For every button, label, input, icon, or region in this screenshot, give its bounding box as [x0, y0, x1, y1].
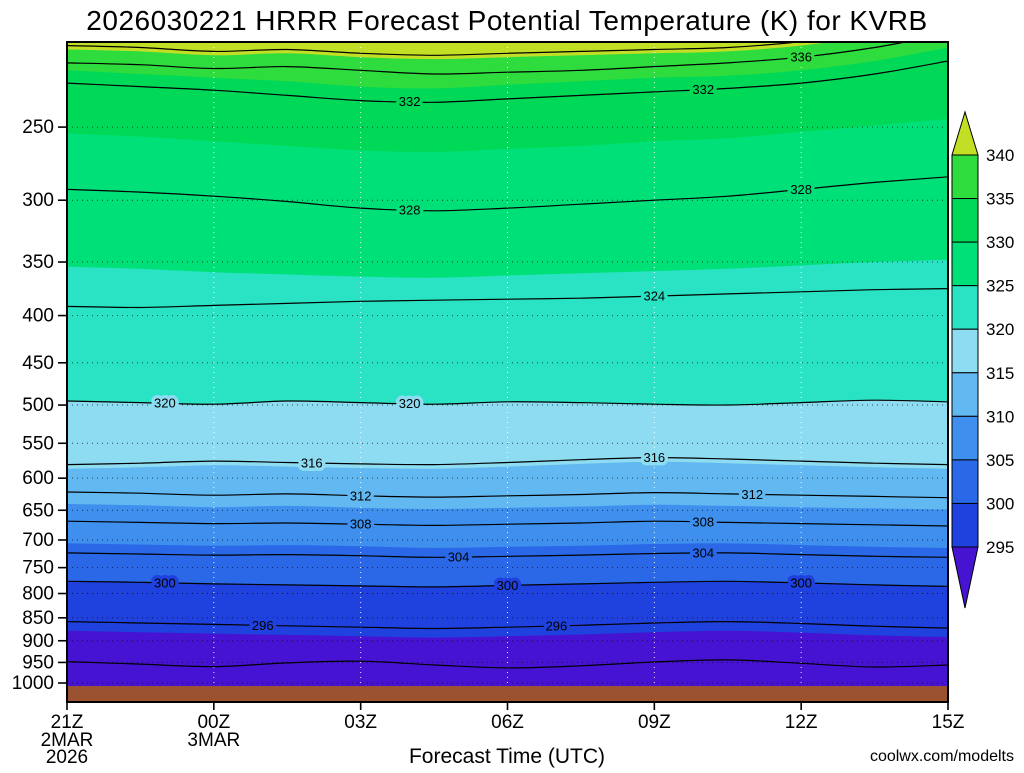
contour-label-304: 304	[448, 549, 470, 564]
contour-label-308: 308	[350, 517, 372, 532]
watermark: coolwx.com/modelts	[870, 748, 1014, 765]
colorbar-segment	[951, 328, 979, 374]
x-tick-label: 12Z	[785, 712, 818, 733]
y-tick-label: 300	[22, 190, 54, 211]
contour-label-304: 304	[692, 546, 714, 561]
y-tick-label: 950	[22, 652, 54, 673]
x-tick-label: 00Z	[197, 712, 230, 733]
y-tick-label: 550	[22, 433, 54, 454]
y-tick-label: 850	[22, 608, 54, 629]
colorbar-segment	[951, 285, 979, 330]
colorbar-segment	[951, 241, 979, 287]
contour-label-312: 312	[741, 487, 763, 502]
date-label: 2026	[46, 747, 88, 768]
contour-line-300	[67, 580, 948, 588]
x-tick-label: 09Z	[638, 712, 671, 733]
fill-bands	[67, 42, 948, 702]
colorbar-tick-label: 325	[986, 277, 1014, 296]
y-tick-label: 1000	[12, 673, 54, 694]
colorbar-segment	[951, 459, 979, 504]
fill-band-335	[67, 42, 948, 89]
contour-label-328: 328	[399, 202, 421, 217]
contour-label-332: 332	[692, 82, 714, 97]
y-tick-label: 650	[22, 500, 54, 521]
contour-line-308	[67, 520, 948, 527]
contour-label-320: 320	[399, 396, 421, 411]
y-tick-label: 600	[22, 468, 54, 489]
y-tick-label: 400	[22, 306, 54, 327]
colorbar-segment	[951, 198, 979, 243]
y-tick-label: 900	[22, 631, 54, 652]
colorbar-arrow-bottom	[951, 546, 979, 609]
colorbar-segment	[951, 415, 979, 461]
ground-strip	[67, 686, 948, 702]
contour-label-296: 296	[252, 618, 274, 633]
contour-line-336	[67, 42, 909, 75]
contour-line-296	[67, 620, 948, 630]
y-tick-label: 250	[22, 117, 54, 138]
contour-line-292	[67, 659, 948, 669]
contour-label-312: 312	[350, 488, 372, 503]
colorbar-tick-label: 310	[986, 407, 1014, 426]
date-label: 3MAR	[187, 730, 240, 751]
contour-label-300: 300	[497, 578, 519, 593]
contour-label-332: 332	[399, 94, 421, 109]
colorbar-tick-label: 330	[986, 233, 1014, 252]
x-tick-label: 03Z	[344, 712, 377, 733]
y-tick-label: 700	[22, 530, 54, 551]
y-tick-label: 450	[22, 353, 54, 374]
contour-line-328	[67, 176, 948, 212]
contour-line-332	[67, 60, 948, 103]
contour-label-320: 320	[154, 396, 176, 411]
contour-line-304	[67, 552, 948, 558]
contour-line-312	[67, 491, 948, 499]
contour-label-308: 308	[692, 515, 714, 530]
contour-label-336: 336	[790, 50, 812, 65]
colorbar-tick-label: 300	[986, 494, 1014, 513]
contour-label-328: 328	[790, 182, 812, 197]
x-tick-label: 06Z	[491, 712, 524, 733]
x-tick-label: 15Z	[932, 712, 965, 733]
contour-label-300: 300	[790, 575, 812, 590]
contour-label-316: 316	[643, 450, 665, 465]
colorbar-tick-label: 315	[986, 364, 1014, 383]
contour-label-296: 296	[546, 618, 568, 633]
contour-line-340	[67, 42, 803, 56]
y-tick-label: 350	[22, 252, 54, 273]
contour-line-316	[67, 456, 948, 466]
contour-labels: 336 332 332 328 328 324 320 320 316 316 312 312 308 3…	[151, 46, 816, 637]
chart-title: 2026030221 HRRR Forecast Potential Tempe…	[86, 5, 927, 36]
y-axis: 2503003504004505005506006507007508008509…	[12, 117, 67, 694]
colorbar: 340 335 330 325 320 315 310 305 300 295	[951, 110, 1014, 609]
contour-label-324: 324	[643, 289, 665, 304]
colorbar-tick-label: 320	[986, 320, 1014, 339]
colorbar-segment	[951, 372, 979, 417]
colorbar-tick-label: 295	[986, 538, 1014, 557]
contour-label-316: 316	[301, 455, 323, 470]
x-tick-label: 21Z	[51, 712, 84, 733]
contour-line-324	[67, 288, 948, 309]
y-tick-label: 800	[22, 584, 54, 605]
colorbar-arrow-top	[951, 110, 979, 156]
colorbar-tick-label: 305	[986, 451, 1014, 470]
colorbar-tick-label: 335	[986, 190, 1014, 209]
colorbar-segment	[951, 154, 979, 200]
fill-band-340	[67, 42, 948, 60]
y-tick-label: 750	[22, 558, 54, 579]
date-label: 2MAR	[41, 730, 94, 751]
colorbar-tick-label: 340	[986, 146, 1014, 165]
contour-lines	[67, 42, 948, 669]
contour-label-300: 300	[154, 575, 176, 590]
gridlines	[67, 42, 948, 686]
colorbar-segment	[951, 502, 979, 548]
x-axis-title: Forecast Time (UTC)	[409, 745, 605, 768]
contour-line-320	[67, 399, 948, 406]
y-tick-label: 500	[22, 395, 54, 416]
